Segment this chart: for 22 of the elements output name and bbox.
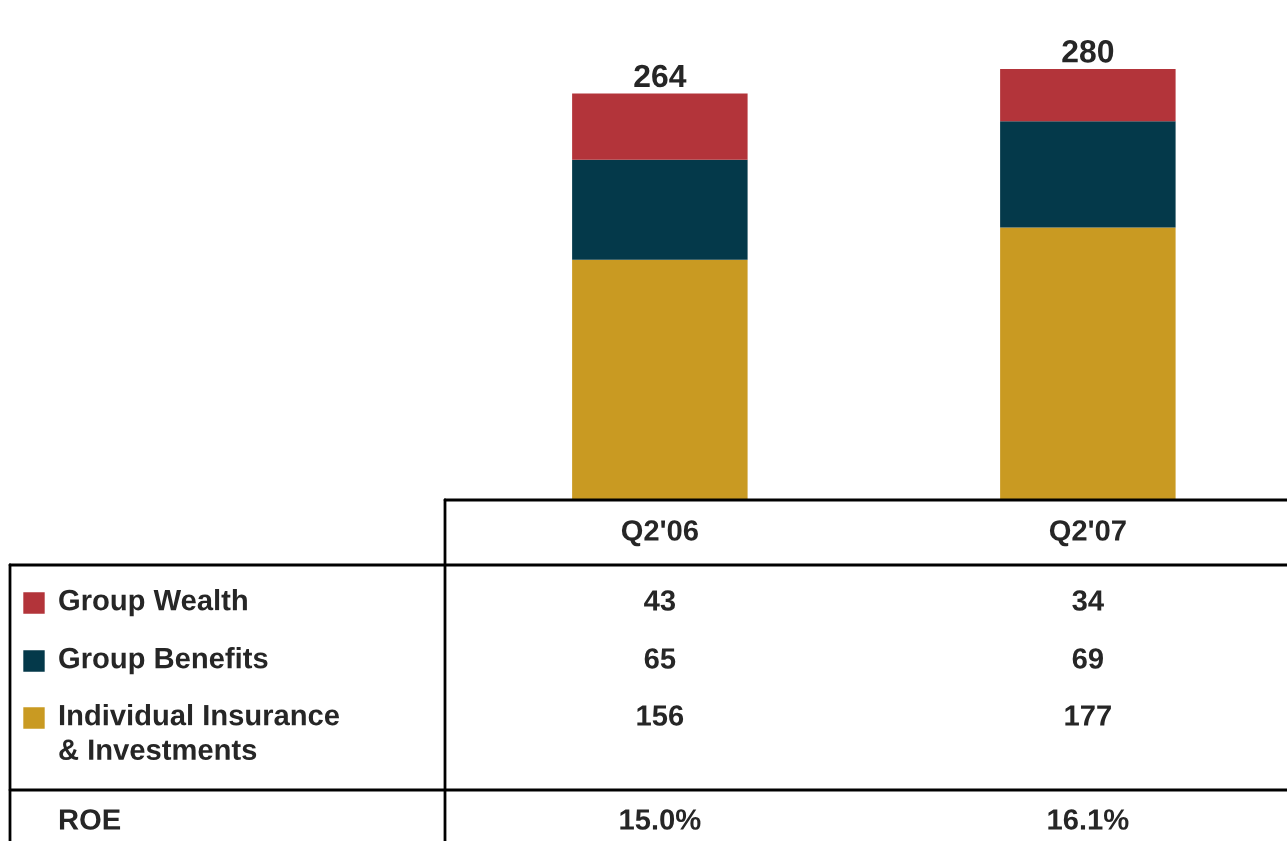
total-label: 264 <box>634 64 687 88</box>
legend-label: Group Wealth <box>59 589 247 617</box>
data-label: 69 <box>1072 648 1103 669</box>
data-label: 177 <box>1065 705 1111 726</box>
bar <box>1000 121 1176 228</box>
data-label: 43 <box>644 590 676 611</box>
text: 16.1% <box>1048 809 1129 830</box>
data-label: 65 <box>644 648 676 669</box>
bar <box>572 159 748 260</box>
bar <box>572 93 748 160</box>
total-label: 280 <box>1062 40 1114 63</box>
bar <box>1000 68 1176 122</box>
text: ROE <box>59 809 121 830</box>
legend-label: Group Benefits <box>59 647 268 675</box>
data-label: 156 <box>637 705 684 726</box>
data-label: 34 <box>1072 590 1104 611</box>
bar <box>1000 227 1176 500</box>
x-tick-label: Q2'07 <box>1049 520 1126 547</box>
text: 15.0% <box>620 809 701 830</box>
bar <box>572 259 748 500</box>
legend-label: Individual Insurance & Investments <box>59 704 340 761</box>
x-tick-label: Q2'06 <box>621 520 698 547</box>
